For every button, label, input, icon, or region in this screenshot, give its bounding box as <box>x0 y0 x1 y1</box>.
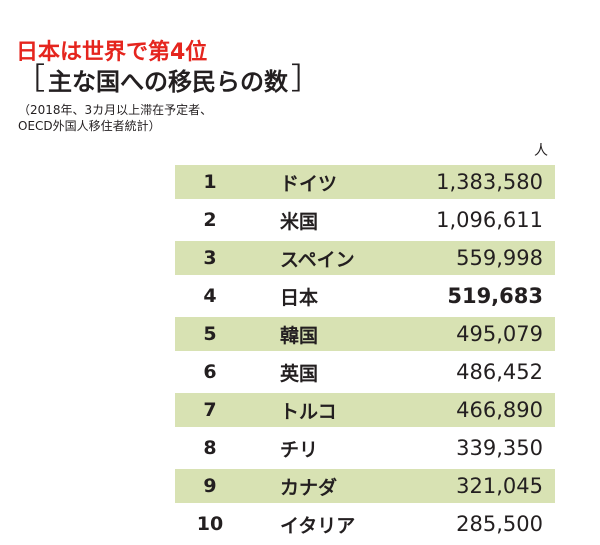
table-row: 7 トルコ 466,890 <box>175 393 555 427</box>
rank-cell: 3 <box>203 247 217 269</box>
table-row: 4 日本 519,683 <box>175 279 555 313</box>
country-cell: ドイツ <box>280 172 338 195</box>
source-note-line-2: OECD外国人移住者統計） <box>18 119 161 133</box>
value-cell: 486,452 <box>456 360 543 384</box>
table-row: 1 ドイツ 1,383,580 <box>175 165 555 199</box>
rank-cell: 4 <box>203 285 217 307</box>
rank-cell: 9 <box>203 475 217 497</box>
value-cell: 321,045 <box>456 474 543 498</box>
country-cell: 米国 <box>280 210 319 233</box>
country-cell: 韓国 <box>280 324 319 347</box>
country-cell: 英国 <box>280 362 319 385</box>
country-cell: イタリア <box>280 514 356 537</box>
table-row: 6 英国 486,452 <box>175 355 555 389</box>
ranking-table: 1 ドイツ 1,383,580 2 米国 1,096,611 3 スペイン 559,998 4 日本… <box>175 165 555 545</box>
table-row: 8 チリ 339,350 <box>175 431 555 465</box>
country-cell: カナダ <box>280 476 338 499</box>
value-cell: 339,350 <box>456 436 543 460</box>
headline: 日本は世界で第4位 <box>16 40 208 65</box>
rank-cell: 6 <box>203 361 217 383</box>
rank-cell: 8 <box>203 437 217 459</box>
open-bracket: ［ <box>15 61 45 97</box>
table-row: 3 スペイン 559,998 <box>175 241 555 275</box>
rank-cell: 7 <box>203 399 217 421</box>
source-note-line-1: （2018年、3カ月以上滞在予定者、 <box>18 103 213 117</box>
country-cell: スペイン <box>280 248 355 271</box>
value-cell: 519,683 <box>447 284 543 308</box>
value-cell: 466,890 <box>456 398 543 422</box>
value-cell: 1,096,611 <box>436 208 543 232</box>
source-note: （2018年、3カ月以上滞在予定者、 OECD外国人移住者統計） <box>18 102 212 134</box>
value-cell: 495,079 <box>456 322 543 346</box>
chart-title-text: 主な国への移民らの数 <box>48 68 288 96</box>
rank-cell: 2 <box>203 209 217 231</box>
close-bracket: ］ <box>291 61 321 97</box>
country-cell: トルコ <box>280 400 337 423</box>
unit-label: 人 <box>534 143 548 159</box>
value-cell: 559,998 <box>456 246 543 270</box>
value-cell: 1,383,580 <box>436 170 543 194</box>
table-row: 9 カナダ 321,045 <box>175 469 555 503</box>
rank-cell: 5 <box>203 323 217 345</box>
table-row: 10 イタリア 285,500 <box>175 507 555 541</box>
rank-cell: 1 <box>203 171 217 193</box>
value-cell: 285,500 <box>456 512 543 536</box>
rank-cell: 10 <box>196 513 224 535</box>
chart-title: ［ 主な国への移民らの数 ］ <box>12 62 324 97</box>
country-cell: チリ <box>280 438 319 461</box>
table-row: 5 韓国 495,079 <box>175 317 555 351</box>
table-row: 2 米国 1,096,611 <box>175 203 555 237</box>
country-cell: 日本 <box>280 286 319 309</box>
